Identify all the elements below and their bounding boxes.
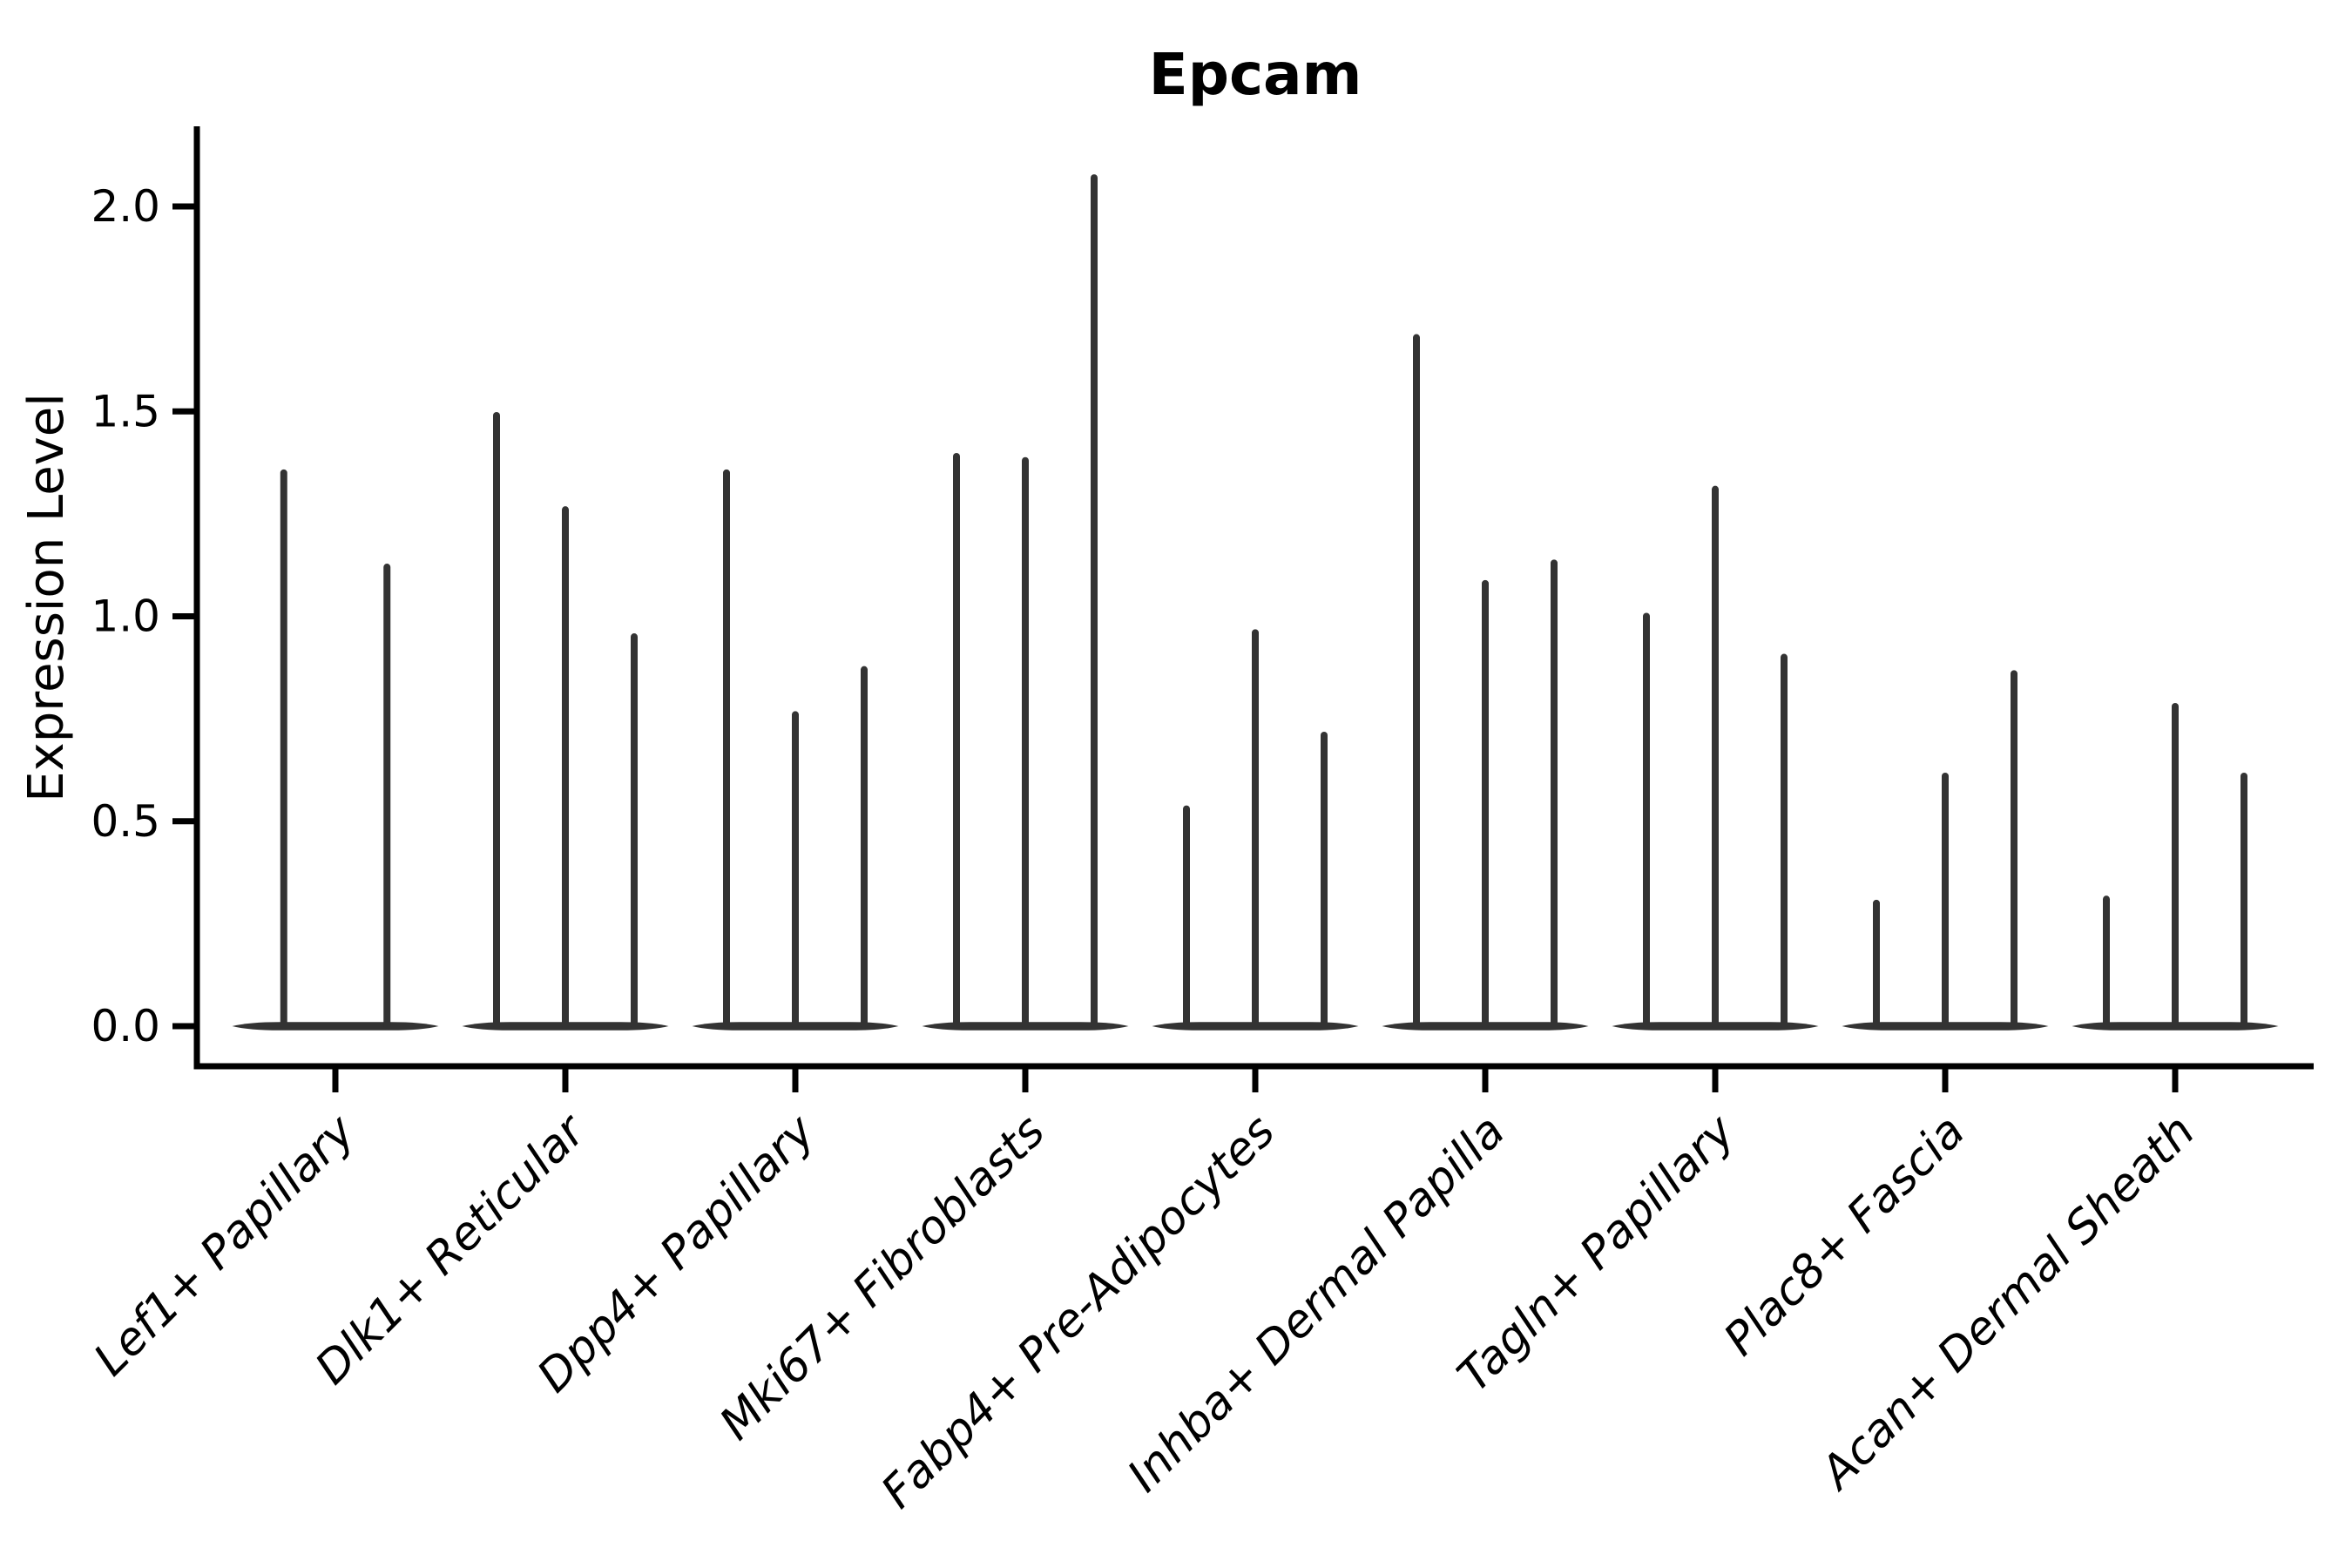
y-tick-labels: 0.0 0.5 1.0 1.5 2.0 [91, 181, 160, 1051]
chart-title: Epcam [1149, 41, 1362, 108]
x-tick-label: Fabp4+ Pre-Adipocytes [872, 1105, 1286, 1519]
axes [172, 126, 2314, 1092]
x-tick-label: Acan+ Dermal Sheath [1809, 1105, 2205, 1501]
y-axis-label: Expression Level [18, 393, 75, 802]
y-tick-label: 0.0 [91, 1001, 160, 1051]
x-tick-label: Inhba+ Dermal Papilla [1118, 1105, 1515, 1503]
y-tick-label: 1.0 [91, 591, 160, 642]
y-tick-label: 1.5 [91, 386, 160, 436]
y-tick-label: 2.0 [91, 181, 160, 232]
x-tick-label: Plac8+ Fascia [1714, 1105, 1975, 1366]
y-tick-label: 0.5 [91, 796, 160, 847]
violins [232, 174, 2279, 1031]
violin-base [232, 1022, 439, 1031]
